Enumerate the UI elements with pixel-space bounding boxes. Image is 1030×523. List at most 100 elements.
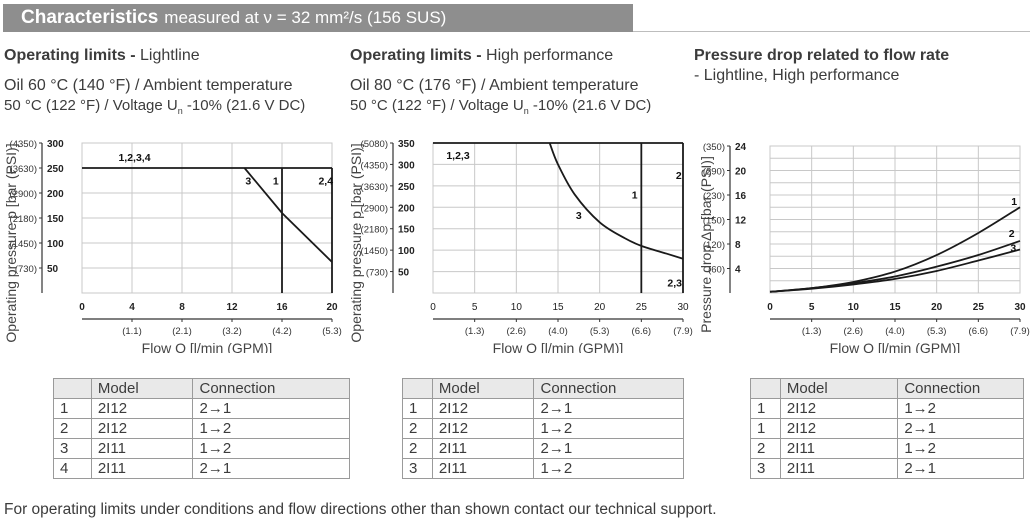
svg-text:(3630): (3630) xyxy=(10,164,37,175)
table-row: 3 2I11 1→2 xyxy=(53,438,350,459)
table-row: 1 2I12 1→2 xyxy=(750,398,1024,419)
svg-text:5: 5 xyxy=(472,302,478,313)
model-table-high-performance: Model Connection 1 2I12 2→1 2 2I12 1→2 2 2I11 2→1 3… xyxy=(402,378,684,479)
column-header xyxy=(750,378,781,399)
svg-text:(5.3): (5.3) xyxy=(590,326,610,337)
table-header-row: Model Connection xyxy=(402,378,684,399)
svg-text:30: 30 xyxy=(1014,302,1026,313)
characteristics-banner: Characteristics measured at ν = 32 mm²/s… xyxy=(3,4,633,32)
column-header: Model xyxy=(431,378,535,399)
svg-text:15: 15 xyxy=(889,302,901,313)
table-cell: 1 xyxy=(750,398,781,419)
column-header: Model xyxy=(779,378,899,399)
svg-text:20: 20 xyxy=(594,302,606,313)
svg-text:Pressure drop Δp [bar (PSI)]: Pressure drop Δp [bar (PSI)] xyxy=(698,156,714,333)
section-high-performance: Operating limits - High performance Oil … xyxy=(350,46,651,121)
svg-text:20: 20 xyxy=(931,302,943,313)
svg-text:8: 8 xyxy=(179,302,185,313)
condition-text: 50 °C (122 °F) / Voltage U xyxy=(350,97,524,114)
svg-text:50: 50 xyxy=(47,264,59,275)
table-row: 2 2I12 1→2 xyxy=(53,418,350,439)
svg-text:20: 20 xyxy=(326,302,338,313)
table-cell: 2I12 xyxy=(779,398,899,419)
table-cell: 1→2 xyxy=(192,438,350,459)
svg-text:3: 3 xyxy=(1010,243,1016,255)
svg-text:350: 350 xyxy=(398,139,415,150)
table-cell: 2I11 xyxy=(431,438,535,459)
svg-text:(6.6): (6.6) xyxy=(969,326,989,337)
svg-text:(7.9): (7.9) xyxy=(673,326,693,337)
condition-text-end: -10% (21.6 V DC) xyxy=(528,97,652,114)
svg-text:1,2,3,4: 1,2,3,4 xyxy=(118,152,150,164)
table-cell: 2I11 xyxy=(779,438,899,459)
svg-text:150: 150 xyxy=(398,225,415,236)
table-cell: 2→1 xyxy=(192,458,350,479)
svg-text:2,4: 2,4 xyxy=(318,176,333,188)
svg-text:150: 150 xyxy=(47,214,64,225)
svg-text:(4.0): (4.0) xyxy=(548,326,568,337)
svg-text:(230): (230) xyxy=(703,191,725,202)
svg-text:(730): (730) xyxy=(15,264,37,275)
condition-text: 50 °C (122 °F) / Voltage U xyxy=(4,97,178,114)
table-row: 1 2I12 2→1 xyxy=(53,398,350,419)
svg-text:(5.3): (5.3) xyxy=(322,326,342,337)
table-row: 1 2I12 2→1 xyxy=(750,418,1024,439)
svg-text:Flow Q [l/min (GPM)]: Flow Q [l/min (GPM)] xyxy=(142,340,273,353)
table-row: 2 2I12 1→2 xyxy=(402,418,684,439)
section-title: Operating limits - High performance xyxy=(350,46,651,66)
table-cell: 2I12 xyxy=(90,398,194,419)
svg-text:4: 4 xyxy=(129,302,135,313)
svg-text:12: 12 xyxy=(226,302,238,313)
svg-text:0: 0 xyxy=(430,302,436,313)
svg-text:25: 25 xyxy=(973,302,985,313)
svg-text:(4.2): (4.2) xyxy=(272,326,292,337)
svg-text:Operating pressure p [bar (PSI: Operating pressure p [bar (PSI)] xyxy=(3,143,19,342)
table-cell: 2 xyxy=(402,418,433,439)
condition-line-2: 50 °C (122 °F) / Voltage Un -10% (21.6 V… xyxy=(350,96,651,121)
svg-text:250: 250 xyxy=(398,182,415,193)
table-cell: 2→1 xyxy=(897,418,1024,439)
svg-text:12: 12 xyxy=(735,216,747,227)
section-title: Operating limits - Lightline xyxy=(4,46,305,66)
model-table-lightline: Model Connection 1 2I12 2→1 2 2I12 1→2 3 2I11 1→2 4… xyxy=(53,378,350,479)
svg-text:300: 300 xyxy=(47,139,64,150)
table-row: 1 2I12 2→1 xyxy=(402,398,684,419)
table-row: 2 2I11 1→2 xyxy=(750,438,1024,459)
section-lightline: Operating limits - Lightline Oil 60 °C (… xyxy=(4,46,305,121)
svg-text:2,3: 2,3 xyxy=(667,277,682,289)
svg-text:3: 3 xyxy=(576,210,582,222)
svg-text:16: 16 xyxy=(276,302,288,313)
column-header xyxy=(53,378,92,399)
section-title-bold: Operating limits - xyxy=(350,47,482,64)
svg-text:(3.2): (3.2) xyxy=(222,326,242,337)
svg-text:(290): (290) xyxy=(703,167,725,178)
section-title-rest: Lightline xyxy=(135,47,200,64)
table-cell: 3 xyxy=(402,458,433,479)
banner-divider xyxy=(633,31,1030,32)
section-subtitle: - Lightline, High performance xyxy=(694,67,900,84)
svg-text:(120): (120) xyxy=(703,240,725,251)
table-cell: 2I12 xyxy=(779,418,899,439)
svg-text:1: 1 xyxy=(1011,196,1017,208)
footnote: For operating limits under conditions an… xyxy=(4,501,717,518)
svg-text:25: 25 xyxy=(636,302,648,313)
svg-text:(730): (730) xyxy=(366,268,388,279)
svg-text:Flow Q [l/min (GPM)]: Flow Q [l/min (GPM)] xyxy=(493,340,624,353)
table-row: 4 2I11 2→1 xyxy=(53,458,350,479)
section-title: Pressure drop related to flow rate xyxy=(694,46,949,66)
table-cell: 1→2 xyxy=(192,418,350,439)
svg-text:(150): (150) xyxy=(703,216,725,227)
table-cell: 2I12 xyxy=(431,418,535,439)
table-cell: 4 xyxy=(53,458,92,479)
svg-text:(1.3): (1.3) xyxy=(465,326,485,337)
svg-text:200: 200 xyxy=(398,203,415,214)
condition-line-1: Oil 80 °C (176 °F) / Ambient temperature xyxy=(350,77,639,94)
table-cell: 2→1 xyxy=(897,458,1024,479)
table-cell: 3 xyxy=(53,438,92,459)
svg-text:(60): (60) xyxy=(708,265,725,276)
condition-line-1: Oil 60 °C (140 °F) / Ambient temperature xyxy=(4,77,293,94)
table-header-row: Model Connection xyxy=(53,378,350,399)
svg-text:(3630): (3630) xyxy=(361,182,388,193)
svg-text:1,2,3: 1,2,3 xyxy=(446,150,470,162)
svg-text:0: 0 xyxy=(79,302,85,313)
